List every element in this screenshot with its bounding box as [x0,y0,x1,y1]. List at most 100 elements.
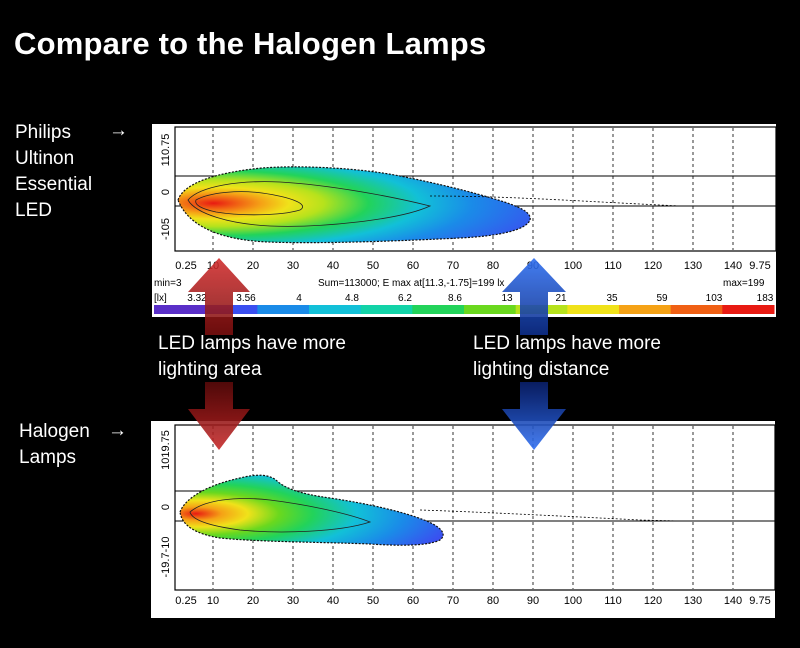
led-max-value: max=199 [723,278,765,289]
scale-swatch [722,305,775,314]
area-comparison-arrows [188,258,250,450]
scale-value-label: 4 [296,293,302,304]
led-x-tick-label: 120 [644,260,662,272]
scale-value-label: 8.6 [448,293,462,304]
scale-value-label: 4.8 [345,293,359,304]
led-isolux-plot: 110.750-105 0.25102030405060708090100110… [152,124,777,317]
halogen-x-tick-label: 10 [207,595,219,607]
halogen-beam-pattern [179,474,444,546]
halogen-y-tick-label: 0 [160,504,172,510]
led-x-tick-label: 0.25 [175,260,196,272]
distance-note-line-1: LED lamps have more [473,333,661,354]
led-x-tick-label: 60 [407,260,419,272]
led-color-scale [154,305,775,314]
area-note-line-1: LED lamps have more [158,333,346,354]
led-sum-value: Sum=113000; E max at[11.3,-1.75]=199 lx [318,278,504,289]
halogen-x-tick-label: 110 [604,595,622,607]
led-beam-contour [187,181,432,227]
halogen-beam-contour [189,498,372,533]
halogen-x-tick-label: 140 [724,595,742,607]
led-scale-labels: 3.32 3.56 4 4.8 6.2 8.6 13 21 35 59 103 183 [187,293,774,304]
led-x-tick-label: 30 [287,260,299,272]
red-down-arrow-icon [188,382,250,450]
halogen-plot-y-ticks: 1019.75 0 -19.7-10 [160,430,172,577]
led-plot-y-ticks: 110.75 0 -105 [160,134,172,240]
halogen-x-tick-label: 100 [564,595,582,607]
led-x-tick-label: 9.75 [749,260,770,272]
led-pointer-arrow-icon: → [109,120,128,141]
area-note-line-2: lighting area [158,359,262,380]
halogen-isolux-plot: 1019.75 0 -19.7-10 0.25 10 20 30 40 50 60 70 80 90 1… [151,421,776,618]
led-x-tick-label: 80 [487,260,499,272]
scale-swatch [670,305,723,314]
led-label-line-4: LED [15,200,52,221]
led-beam-contour-inner [195,191,303,216]
scale-swatch [412,305,465,314]
halogen-x-tick-label: 50 [367,595,379,607]
led-x-tick-label: 40 [327,260,339,272]
led-min-value: min=3 [154,278,182,289]
halogen-y-tick-label: -19.7-10 [160,537,172,578]
led-x-tick-label: 20 [247,260,259,272]
scale-swatch [360,305,413,314]
led-unit-label: [lx] [154,293,167,304]
scale-swatch [309,305,362,314]
halogen-x-tick-label: 0.25 [175,595,196,607]
led-beam-tail [429,195,681,207]
led-beam-pattern [177,166,531,244]
led-y-tick-label: 0 [160,189,172,195]
scale-value-label: 3.32 [187,293,207,304]
halogen-x-tick-label: 40 [327,595,339,607]
page-title: Compare to the Halogen Lamps [14,26,487,61]
led-label-line-2: Ultinon [15,148,75,169]
halogen-label-line-1: Halogen [19,421,90,442]
halogen-pointer-arrow-icon: → [108,420,127,441]
distance-comparison-arrows [502,258,566,450]
halogen-x-tick-label: 30 [287,595,299,607]
scale-swatch [154,305,207,314]
scale-swatch [567,305,620,314]
halogen-lamp-label: Halogen Lamps [19,419,90,471]
halogen-x-tick-label: 80 [487,595,499,607]
halogen-beam-tail [419,509,681,522]
led-x-tick-label: 130 [684,260,702,272]
scale-swatch [464,305,517,314]
led-y-tick-label: -105 [160,218,172,240]
halogen-x-tick-label: 9.75 [749,595,770,607]
scale-value-label: 21 [555,293,567,304]
led-label-line-3: Essential [15,174,93,195]
led-y-tick-label: 110.75 [160,134,172,167]
halogen-plot-x-ticks: 0.25 10 20 30 40 50 60 70 80 90 100 110 120 130 140 9.7… [175,595,770,607]
red-up-arrow-icon [188,258,250,335]
led-x-tick-label: 100 [564,260,582,272]
scale-value-label: 13 [501,293,513,304]
led-x-tick-label: 50 [367,260,379,272]
blue-down-arrow-icon [502,382,566,450]
halogen-x-tick-label: 70 [447,595,459,607]
halogen-x-tick-label: 20 [247,595,259,607]
distance-note-line-2: lighting distance [473,359,610,380]
scale-value-label: 3.56 [236,293,256,304]
led-x-tick-label: 70 [447,260,459,272]
distance-note: LED lamps have more lighting distance [473,331,661,383]
halogen-x-tick-label: 90 [527,595,539,607]
led-label-line-1: Philips [15,122,71,143]
led-x-tick-label: 110 [604,260,622,272]
scale-swatch [257,305,310,314]
scale-value-label: 103 [706,293,723,304]
area-note: LED lamps have more lighting area [158,331,346,383]
halogen-x-tick-label: 130 [684,595,702,607]
scale-value-label: 183 [757,293,774,304]
led-x-tick-label: 140 [724,260,742,272]
blue-up-arrow-icon [502,258,566,335]
halogen-y-tick-label: 1019.75 [160,430,172,470]
scale-swatch [619,305,672,314]
scale-value-label: 6.2 [398,293,412,304]
scale-value-label: 59 [656,293,668,304]
halogen-label-line-2: Lamps [19,447,77,468]
led-plot-x-ticks: 0.251020304050607080901001101201301409.7… [175,260,770,272]
scale-value-label: 35 [606,293,618,304]
halogen-x-tick-label: 60 [407,595,419,607]
halogen-x-tick-label: 120 [644,595,662,607]
